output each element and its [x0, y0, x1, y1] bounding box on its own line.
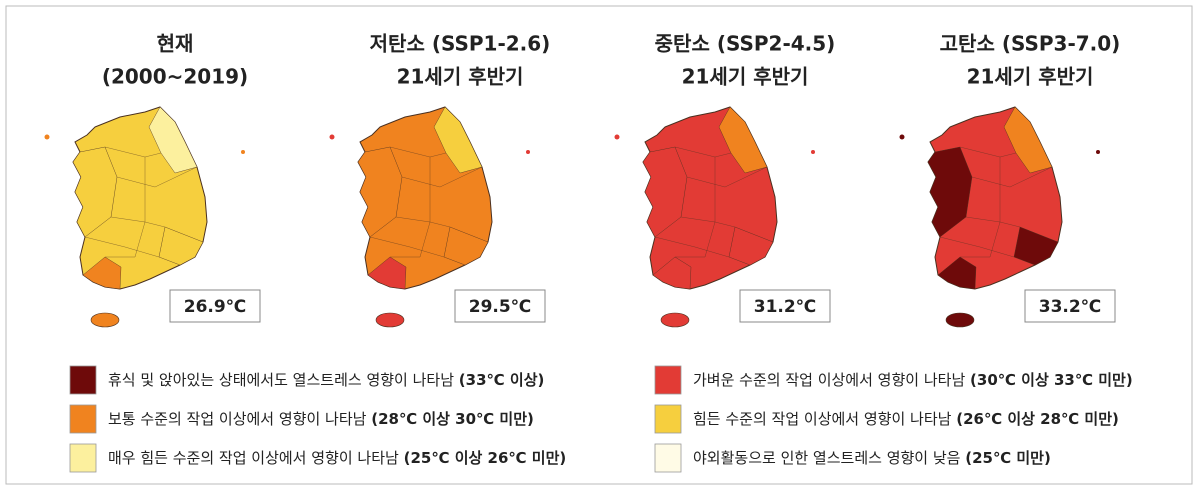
map-region — [642, 146, 688, 238]
legend-text: 매우 힘든 수준의 작업 이상에서 영향이 나타남 — [108, 449, 399, 467]
map: 29.5℃ — [329, 106, 546, 328]
legend-text: 힘든 수준의 작업 이상에서 영향이 나타남 — [693, 410, 952, 428]
legend-range: (28℃ 이상 30℃ 미만) — [371, 410, 534, 428]
panel-title: 현재 — [157, 32, 194, 56]
panel-title: 고탄소 (SSP3-7.0) — [940, 32, 1121, 56]
jeju-island — [945, 312, 975, 328]
islet — [811, 150, 815, 154]
temperature-label: 31.2℃ — [754, 297, 817, 317]
map-region — [433, 106, 483, 174]
jeju-island — [90, 312, 120, 328]
frame — [5, 5, 1193, 485]
islet — [44, 134, 50, 140]
temperature-box — [169, 289, 261, 323]
map-region — [148, 106, 198, 174]
legend-swatch — [654, 365, 682, 395]
temperature-label: 26.9℃ — [184, 297, 247, 317]
temperature-label: 33.2℃ — [1039, 297, 1102, 317]
legend-label: 매우 힘든 수준의 작업 이상에서 영향이 나타남 (25℃ 이상 26℃ 미만… — [108, 449, 566, 467]
temperature-label: 29.5℃ — [469, 297, 532, 317]
panel-subtitle: (2000~2019) — [102, 65, 248, 89]
legend-range: (33℃ 이상) — [459, 371, 545, 389]
temperature-box — [1024, 289, 1116, 323]
legend-label: 힘든 수준의 작업 이상에서 영향이 나타남 (26℃ 이상 28℃ 미만) — [693, 410, 1119, 428]
legend-label: 가벼운 수준의 작업 이상에서 영향이 나타남 (30℃ 이상 33℃ 미만) — [693, 371, 1133, 389]
map-region — [728, 226, 774, 266]
map-region — [1003, 106, 1053, 174]
islet — [614, 134, 620, 140]
legend-label: 보통 수준의 작업 이상에서 영향이 나타남 (28℃ 이상 30℃ 미만) — [108, 410, 534, 428]
panel-subtitle: 21세기 후반기 — [397, 65, 524, 89]
map-region — [443, 226, 489, 266]
map-region — [718, 106, 768, 174]
legend-text: 보통 수준의 작업 이상에서 영향이 나타남 — [108, 410, 367, 428]
legend-text: 야외활동으로 인한 열스트레스 영향이 낮음 — [693, 449, 960, 467]
legend-text: 휴식 및 앉아있는 상태에서도 열스트레스 영향이 나타남 — [108, 371, 454, 389]
jeju-island — [660, 312, 690, 328]
legend-label: 야외활동으로 인한 열스트레스 영향이 낮음 (25℃ 미만) — [693, 449, 1051, 467]
legend-range: (25℃ 미만) — [965, 449, 1051, 467]
map-borders — [369, 146, 483, 258]
map-region — [1013, 226, 1059, 266]
legend-range: (25℃ 이상 26℃ 미만) — [404, 449, 567, 467]
jeju-island — [375, 312, 405, 328]
legend-swatch — [69, 365, 97, 395]
islet — [329, 134, 335, 140]
islet — [1096, 150, 1100, 154]
map-region — [927, 146, 973, 238]
temperature-box — [454, 289, 546, 323]
map: 31.2℃ — [614, 106, 831, 328]
panel-subtitle: 21세기 후반기 — [682, 65, 809, 89]
panel-title: 저탄소 (SSP1-2.6) — [370, 32, 551, 56]
legend-text: 가벼운 수준의 작업 이상에서 영향이 나타남 — [693, 371, 965, 389]
map: 33.2℃ — [899, 106, 1116, 328]
islet — [899, 134, 905, 140]
islet — [526, 150, 530, 154]
panel-title: 중탄소 (SSP2-4.5) — [655, 32, 836, 56]
legend-swatch — [654, 443, 682, 473]
map-borders — [939, 146, 1053, 258]
legend-label: 휴식 및 앉아있는 상태에서도 열스트레스 영향이 나타남 (33℃ 이상) — [108, 371, 544, 389]
legend-swatch — [69, 404, 97, 434]
islet — [241, 150, 245, 154]
legend-range: (26℃ 이상 28℃ 미만) — [956, 410, 1119, 428]
temperature-box — [739, 289, 831, 323]
map-region — [357, 146, 403, 238]
map: 26.9℃ — [44, 106, 261, 328]
legend-swatch — [69, 443, 97, 473]
map-borders — [84, 146, 198, 258]
legend-swatch — [654, 404, 682, 434]
map-borders — [654, 146, 768, 258]
map-region — [158, 226, 204, 266]
map-region — [72, 146, 118, 238]
panel-subtitle: 21세기 후반기 — [967, 65, 1094, 89]
legend-range: (30℃ 이상 33℃ 미만) — [970, 371, 1133, 389]
